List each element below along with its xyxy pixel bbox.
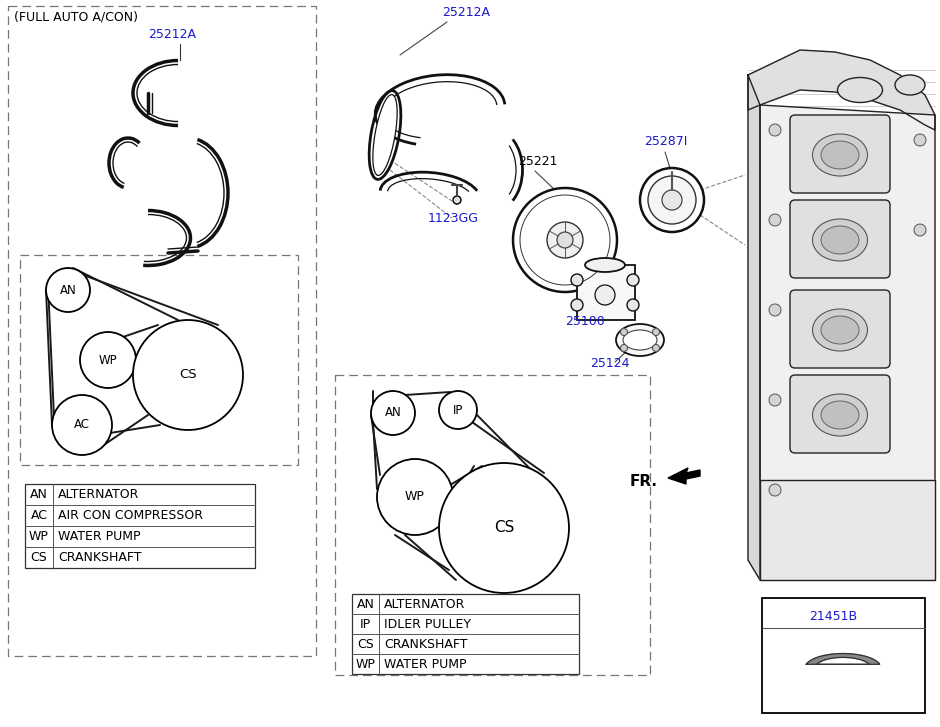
- Circle shape: [914, 224, 926, 236]
- Text: WATER PUMP: WATER PUMP: [384, 657, 466, 670]
- Text: CS: CS: [494, 521, 514, 536]
- Bar: [8, 6, 316, 656]
- Circle shape: [620, 329, 628, 335]
- Circle shape: [547, 222, 583, 258]
- Text: CRANKSHAFT: CRANKSHAFT: [384, 638, 467, 651]
- Text: 21451B: 21451B: [809, 609, 857, 622]
- Polygon shape: [668, 468, 700, 484]
- Ellipse shape: [373, 95, 398, 175]
- Circle shape: [371, 391, 415, 435]
- Ellipse shape: [812, 309, 868, 351]
- Circle shape: [627, 299, 639, 311]
- Circle shape: [769, 214, 781, 226]
- Text: AN: AN: [59, 284, 76, 297]
- Text: IP: IP: [453, 403, 463, 417]
- Circle shape: [769, 394, 781, 406]
- Ellipse shape: [838, 78, 883, 103]
- Text: 25124: 25124: [590, 357, 630, 370]
- Ellipse shape: [585, 258, 625, 272]
- Text: 25212A: 25212A: [148, 28, 196, 41]
- Circle shape: [557, 232, 573, 248]
- Ellipse shape: [821, 401, 859, 429]
- Text: WP: WP: [405, 491, 425, 504]
- Ellipse shape: [821, 316, 859, 344]
- Bar: [20, 255, 298, 465]
- Ellipse shape: [821, 141, 859, 169]
- Circle shape: [513, 188, 617, 292]
- Polygon shape: [748, 75, 760, 580]
- Text: 1123GG: 1123GG: [428, 212, 479, 225]
- Bar: [577, 265, 635, 320]
- Bar: [25, 484, 255, 568]
- Circle shape: [914, 134, 926, 146]
- Circle shape: [627, 274, 639, 286]
- Ellipse shape: [616, 324, 664, 356]
- Ellipse shape: [895, 75, 925, 95]
- Circle shape: [769, 484, 781, 496]
- Text: AN: AN: [30, 488, 48, 501]
- Circle shape: [648, 176, 696, 224]
- Circle shape: [571, 274, 583, 286]
- FancyBboxPatch shape: [790, 200, 890, 278]
- Circle shape: [620, 345, 628, 351]
- Text: ALTERNATOR: ALTERNATOR: [58, 488, 139, 501]
- Text: IDLER PULLEY: IDLER PULLEY: [384, 617, 471, 630]
- Text: 25221: 25221: [518, 155, 557, 168]
- Text: 25287I: 25287I: [644, 135, 687, 148]
- Text: FR.: FR.: [630, 474, 658, 489]
- Text: AC: AC: [30, 509, 48, 522]
- Text: ALTERNATOR: ALTERNATOR: [384, 598, 465, 611]
- Text: AC: AC: [74, 419, 90, 432]
- Text: WATER PUMP: WATER PUMP: [58, 530, 140, 543]
- Polygon shape: [760, 105, 935, 580]
- Text: WP: WP: [99, 353, 118, 366]
- Polygon shape: [748, 50, 935, 130]
- Circle shape: [571, 299, 583, 311]
- Text: 25212A: 25212A: [442, 6, 490, 19]
- Text: CS: CS: [31, 551, 47, 564]
- Circle shape: [377, 459, 453, 535]
- Circle shape: [662, 190, 682, 210]
- Text: (FULL AUTO A/CON): (FULL AUTO A/CON): [14, 10, 138, 23]
- Circle shape: [133, 320, 243, 430]
- Circle shape: [52, 395, 112, 455]
- Text: 25100: 25100: [565, 315, 604, 328]
- Ellipse shape: [369, 91, 400, 180]
- Bar: [335, 375, 650, 675]
- Circle shape: [46, 268, 90, 312]
- Circle shape: [439, 391, 477, 429]
- Text: CS: CS: [180, 369, 196, 382]
- Ellipse shape: [623, 330, 657, 350]
- Polygon shape: [760, 480, 935, 580]
- FancyBboxPatch shape: [790, 375, 890, 453]
- Circle shape: [453, 196, 461, 204]
- Text: IP: IP: [360, 617, 371, 630]
- Text: AN: AN: [356, 598, 374, 611]
- Ellipse shape: [812, 219, 868, 261]
- Text: WP: WP: [355, 657, 375, 670]
- Polygon shape: [807, 654, 880, 664]
- Ellipse shape: [812, 134, 868, 176]
- Text: WP: WP: [29, 530, 49, 543]
- Circle shape: [769, 304, 781, 316]
- Circle shape: [652, 345, 660, 351]
- Bar: [352, 594, 579, 674]
- Text: CRANKSHAFT: CRANKSHAFT: [58, 551, 142, 564]
- Circle shape: [80, 332, 136, 388]
- Text: AN: AN: [384, 406, 401, 419]
- Bar: [762, 598, 925, 713]
- Ellipse shape: [812, 394, 868, 436]
- Circle shape: [640, 168, 704, 232]
- Circle shape: [595, 285, 615, 305]
- FancyBboxPatch shape: [790, 290, 890, 368]
- Text: AIR CON COMPRESSOR: AIR CON COMPRESSOR: [58, 509, 203, 522]
- FancyBboxPatch shape: [790, 115, 890, 193]
- Text: CS: CS: [357, 638, 374, 651]
- Circle shape: [439, 463, 569, 593]
- Ellipse shape: [821, 226, 859, 254]
- Circle shape: [520, 195, 610, 285]
- Circle shape: [769, 124, 781, 136]
- Circle shape: [652, 329, 660, 335]
